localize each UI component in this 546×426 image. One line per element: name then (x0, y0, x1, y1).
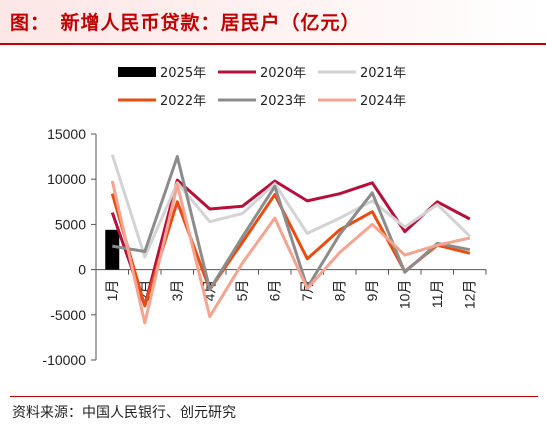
bar-2025年 (105, 229, 120, 270)
x-tick-label: 10月 (397, 280, 413, 310)
legend-swatch-2025年 (118, 67, 156, 77)
x-tick-label: 11月 (429, 280, 445, 309)
x-tick-label: 12月 (462, 280, 478, 310)
legend-label-2021年: 2021年 (360, 66, 406, 81)
title-divider (0, 43, 546, 45)
y-tick-label: 15000 (47, 126, 86, 142)
y-tick-label: -5000 (50, 307, 86, 323)
x-tick-label: 3月 (169, 280, 185, 302)
x-tick-label: 9月 (364, 280, 380, 302)
chart-title: 图： 新增人民币贷款：居民户（亿元） (10, 12, 361, 34)
legend-label-2025年: 2025年 (160, 66, 206, 81)
x-tick-label: 5月 (234, 280, 250, 302)
series-line-2020年 (110, 178, 471, 308)
legend-label-2024年: 2024年 (360, 94, 406, 109)
series-line-2024年 (110, 180, 471, 325)
legend-label-2020年: 2020年 (260, 66, 306, 81)
y-tick-label: -10000 (42, 352, 86, 368)
x-tick-label: 1月 (104, 280, 120, 302)
x-tick-label: 8月 (332, 280, 348, 302)
series-line-2023年 (112, 155, 471, 291)
source-divider (10, 396, 538, 397)
source-note: 资料来源：中国人民银行、创元研究 (12, 405, 236, 421)
x-tick-label: 6月 (267, 280, 283, 302)
y-tick-label: 10000 (47, 171, 86, 187)
title-bar (0, 0, 546, 44)
series-line-2021年 (110, 154, 471, 259)
legend-label-2023年: 2023年 (260, 94, 306, 109)
legend-label-2022年: 2022年 (160, 94, 206, 109)
y-tick-label: 0 (78, 262, 86, 278)
y-tick-label: 5000 (55, 216, 86, 232)
